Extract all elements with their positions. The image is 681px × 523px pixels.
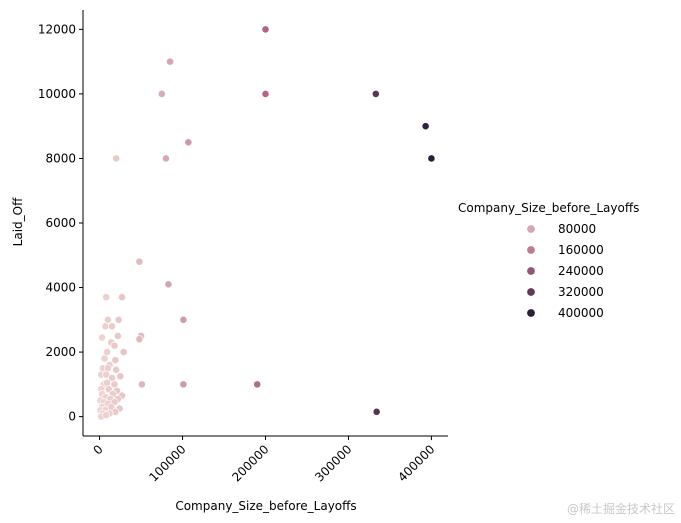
legend-marker bbox=[526, 245, 536, 255]
legend-label: 400000 bbox=[558, 306, 604, 320]
legend-label: 320000 bbox=[558, 285, 604, 299]
data-point bbox=[112, 365, 121, 374]
x-tick-label: 400000 bbox=[395, 442, 437, 484]
data-point bbox=[137, 380, 146, 389]
y-tick-label: 10000 bbox=[38, 87, 76, 101]
legend-marker bbox=[526, 266, 536, 276]
data-point bbox=[103, 364, 112, 373]
data-point bbox=[101, 322, 110, 331]
data-point bbox=[164, 280, 173, 289]
y-tick-label: 12000 bbox=[38, 22, 76, 36]
data-point bbox=[157, 90, 166, 98]
data-point bbox=[114, 315, 123, 324]
legend-marker bbox=[526, 224, 536, 234]
legend-marker bbox=[526, 287, 536, 297]
data-point bbox=[421, 122, 430, 131]
data-point bbox=[112, 154, 121, 163]
data-point bbox=[100, 354, 109, 363]
data-point bbox=[102, 293, 111, 302]
data-point bbox=[103, 315, 112, 324]
data-point bbox=[135, 335, 144, 344]
x-axis-title: Company_Size_before_Layoffs bbox=[175, 499, 356, 513]
y-axis-title: Laid_Off bbox=[11, 197, 25, 246]
y-tick-label: 6000 bbox=[45, 216, 76, 230]
data-point bbox=[103, 378, 111, 387]
data-point bbox=[135, 257, 144, 266]
x-tick-label: 100000 bbox=[146, 442, 188, 484]
data-point bbox=[261, 90, 270, 98]
data-point bbox=[184, 138, 193, 147]
data-point bbox=[113, 332, 122, 340]
data-point bbox=[253, 380, 262, 389]
data-point bbox=[372, 407, 381, 416]
data-point bbox=[179, 315, 188, 324]
y-tick-label: 0 bbox=[68, 410, 76, 424]
data-point bbox=[110, 380, 119, 389]
y-tick-label: 4000 bbox=[45, 281, 76, 295]
data-point bbox=[110, 341, 119, 350]
y-tick-label: 2000 bbox=[45, 345, 76, 359]
x-tick-label: 300000 bbox=[312, 442, 354, 484]
legend-label: 80000 bbox=[558, 222, 596, 236]
legend-title: Company_Size_before_Layoffs bbox=[458, 201, 639, 215]
legend-label: 240000 bbox=[558, 264, 604, 278]
data-point bbox=[371, 90, 380, 98]
legend: 80000 160000 240000 320000 400000 bbox=[526, 222, 604, 320]
data-point bbox=[427, 154, 436, 163]
data-point bbox=[162, 154, 170, 163]
data-point bbox=[116, 372, 125, 381]
data-point bbox=[261, 25, 270, 34]
data-point bbox=[102, 370, 111, 379]
data-point bbox=[118, 293, 126, 302]
x-tick-label: 0 bbox=[90, 442, 105, 457]
points-layer bbox=[96, 25, 436, 421]
data-point bbox=[179, 380, 188, 389]
y-tick-label: 8000 bbox=[45, 151, 76, 165]
x-tick-label: 200000 bbox=[229, 442, 271, 484]
data-point bbox=[119, 348, 128, 356]
data-point bbox=[111, 356, 120, 365]
data-point bbox=[166, 57, 175, 66]
data-point bbox=[102, 411, 111, 419]
watermark: @稀土掘金技术社区 bbox=[566, 502, 675, 516]
legend-marker bbox=[526, 308, 536, 318]
data-point bbox=[98, 333, 106, 342]
data-point bbox=[108, 322, 116, 331]
data-point bbox=[103, 348, 111, 356]
legend-label: 160000 bbox=[558, 243, 604, 257]
